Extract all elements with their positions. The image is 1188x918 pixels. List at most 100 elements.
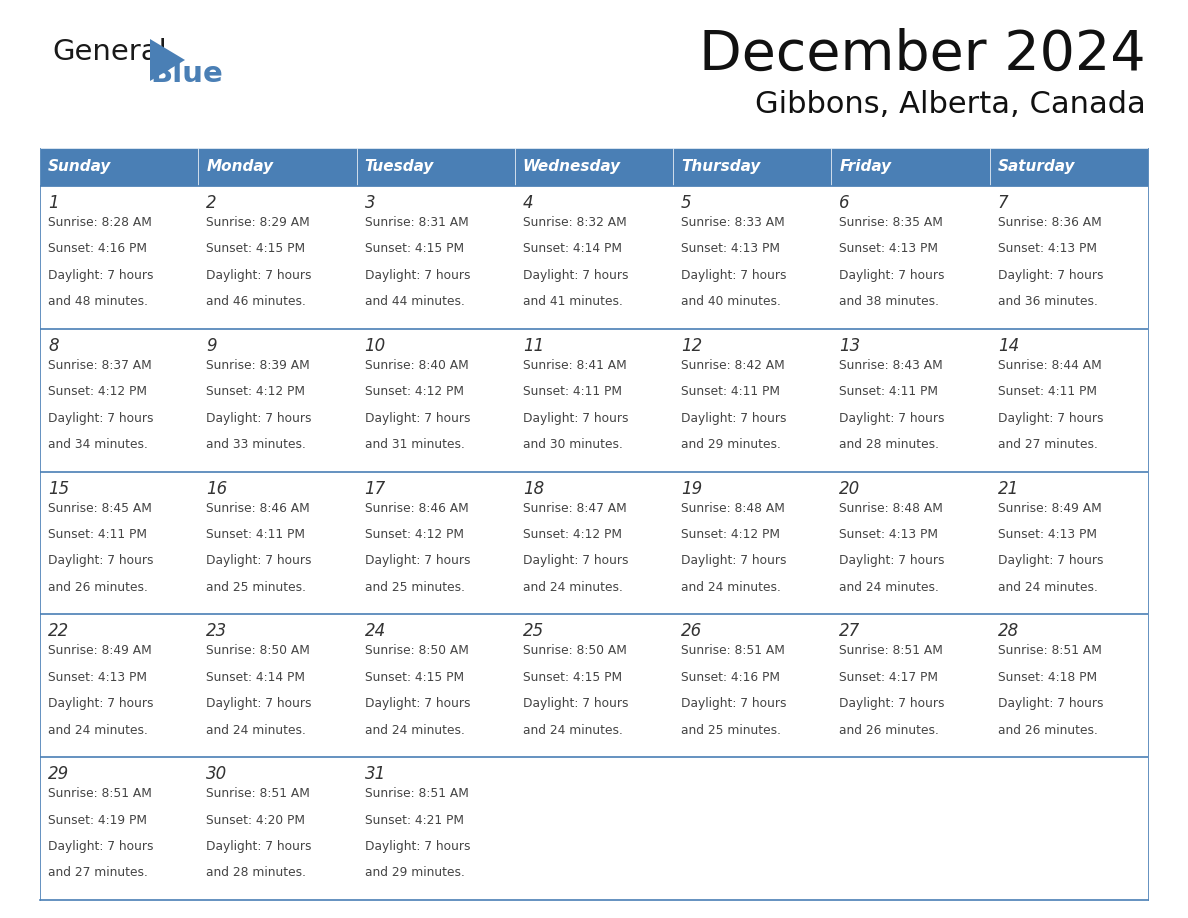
Text: General: General <box>52 38 166 66</box>
Text: and 44 minutes.: and 44 minutes. <box>365 296 465 308</box>
Text: 29: 29 <box>48 766 69 783</box>
Text: Sunset: 4:12 PM: Sunset: 4:12 PM <box>523 528 621 541</box>
Text: Daylight: 7 hours: Daylight: 7 hours <box>207 698 311 711</box>
Text: Tuesday: Tuesday <box>365 160 434 174</box>
Text: December 2024: December 2024 <box>700 28 1146 82</box>
Text: Daylight: 7 hours: Daylight: 7 hours <box>523 269 628 282</box>
Text: Gibbons, Alberta, Canada: Gibbons, Alberta, Canada <box>756 90 1146 119</box>
Text: and 24 minutes.: and 24 minutes. <box>523 723 623 736</box>
Text: Daylight: 7 hours: Daylight: 7 hours <box>523 554 628 567</box>
Text: Daylight: 7 hours: Daylight: 7 hours <box>207 269 311 282</box>
Bar <box>198 329 356 472</box>
Text: Sunrise: 8:51 AM: Sunrise: 8:51 AM <box>365 788 468 800</box>
Bar <box>674 757 832 900</box>
Text: Daylight: 7 hours: Daylight: 7 hours <box>365 554 470 567</box>
Text: Sunset: 4:21 PM: Sunset: 4:21 PM <box>365 813 463 826</box>
Text: Blue: Blue <box>150 60 223 88</box>
Text: Sunset: 4:11 PM: Sunset: 4:11 PM <box>998 386 1097 398</box>
Bar <box>514 614 674 757</box>
Text: and 28 minutes.: and 28 minutes. <box>840 438 940 451</box>
Text: Sunset: 4:13 PM: Sunset: 4:13 PM <box>998 528 1097 541</box>
Text: 13: 13 <box>840 337 860 354</box>
Bar <box>198 757 356 900</box>
Bar <box>514 757 674 900</box>
Text: Sunrise: 8:48 AM: Sunrise: 8:48 AM <box>681 501 785 515</box>
Text: 23: 23 <box>207 622 228 641</box>
Text: and 25 minutes.: and 25 minutes. <box>365 581 465 594</box>
Text: Daylight: 7 hours: Daylight: 7 hours <box>365 269 470 282</box>
Text: Daylight: 7 hours: Daylight: 7 hours <box>840 698 944 711</box>
Text: 15: 15 <box>48 479 69 498</box>
Text: Daylight: 7 hours: Daylight: 7 hours <box>48 554 153 567</box>
Text: Sunset: 4:13 PM: Sunset: 4:13 PM <box>998 242 1097 255</box>
Text: Sunrise: 8:33 AM: Sunrise: 8:33 AM <box>681 216 785 229</box>
Text: Sunrise: 8:45 AM: Sunrise: 8:45 AM <box>48 501 152 515</box>
Bar <box>356 186 514 329</box>
Polygon shape <box>150 39 185 81</box>
Text: Sunset: 4:13 PM: Sunset: 4:13 PM <box>48 671 147 684</box>
Text: Saturday: Saturday <box>998 160 1075 174</box>
Text: 7: 7 <box>998 194 1009 212</box>
Text: Sunset: 4:11 PM: Sunset: 4:11 PM <box>840 386 939 398</box>
Bar <box>990 148 1148 186</box>
Text: Sunset: 4:20 PM: Sunset: 4:20 PM <box>207 813 305 826</box>
Text: and 46 minutes.: and 46 minutes. <box>207 296 307 308</box>
Text: 12: 12 <box>681 337 702 354</box>
Text: and 31 minutes.: and 31 minutes. <box>365 438 465 451</box>
Bar <box>514 186 674 329</box>
Text: 4: 4 <box>523 194 533 212</box>
Text: Sunrise: 8:51 AM: Sunrise: 8:51 AM <box>840 644 943 657</box>
Text: Sunset: 4:17 PM: Sunset: 4:17 PM <box>840 671 939 684</box>
Bar <box>40 186 198 329</box>
Bar <box>40 472 198 614</box>
Text: Daylight: 7 hours: Daylight: 7 hours <box>48 411 153 425</box>
Text: Sunset: 4:13 PM: Sunset: 4:13 PM <box>840 528 939 541</box>
Text: 8: 8 <box>48 337 58 354</box>
Bar <box>198 472 356 614</box>
Text: Daylight: 7 hours: Daylight: 7 hours <box>365 411 470 425</box>
Text: Sunrise: 8:50 AM: Sunrise: 8:50 AM <box>523 644 627 657</box>
Text: Sunrise: 8:48 AM: Sunrise: 8:48 AM <box>840 501 943 515</box>
Text: 11: 11 <box>523 337 544 354</box>
Text: Daylight: 7 hours: Daylight: 7 hours <box>998 269 1104 282</box>
Text: 1: 1 <box>48 194 58 212</box>
Bar <box>40 329 198 472</box>
Text: Sunrise: 8:36 AM: Sunrise: 8:36 AM <box>998 216 1101 229</box>
Text: and 26 minutes.: and 26 minutes. <box>840 723 940 736</box>
Bar <box>356 329 514 472</box>
Text: 22: 22 <box>48 622 69 641</box>
Bar <box>832 614 990 757</box>
Bar <box>40 148 198 186</box>
Text: 26: 26 <box>681 622 702 641</box>
Text: Sunset: 4:19 PM: Sunset: 4:19 PM <box>48 813 147 826</box>
Text: Sunset: 4:13 PM: Sunset: 4:13 PM <box>840 242 939 255</box>
Bar <box>990 757 1148 900</box>
Text: and 24 minutes.: and 24 minutes. <box>998 581 1098 594</box>
Text: and 24 minutes.: and 24 minutes. <box>365 723 465 736</box>
Text: Wednesday: Wednesday <box>523 160 621 174</box>
Bar <box>674 329 832 472</box>
Text: Sunset: 4:12 PM: Sunset: 4:12 PM <box>681 528 781 541</box>
Text: and 24 minutes.: and 24 minutes. <box>840 581 940 594</box>
Text: Sunset: 4:11 PM: Sunset: 4:11 PM <box>48 528 147 541</box>
Text: and 29 minutes.: and 29 minutes. <box>681 438 781 451</box>
Text: Daylight: 7 hours: Daylight: 7 hours <box>840 411 944 425</box>
Bar <box>40 757 198 900</box>
Text: Sunset: 4:15 PM: Sunset: 4:15 PM <box>365 671 463 684</box>
Text: Sunrise: 8:47 AM: Sunrise: 8:47 AM <box>523 501 626 515</box>
Text: 27: 27 <box>840 622 860 641</box>
Text: 16: 16 <box>207 479 228 498</box>
Text: and 25 minutes.: and 25 minutes. <box>681 723 782 736</box>
Text: and 48 minutes.: and 48 minutes. <box>48 296 148 308</box>
Bar <box>832 757 990 900</box>
Text: Sunset: 4:15 PM: Sunset: 4:15 PM <box>207 242 305 255</box>
Text: 18: 18 <box>523 479 544 498</box>
Text: Sunrise: 8:28 AM: Sunrise: 8:28 AM <box>48 216 152 229</box>
Text: and 24 minutes.: and 24 minutes. <box>681 581 781 594</box>
Text: Sunrise: 8:46 AM: Sunrise: 8:46 AM <box>207 501 310 515</box>
Text: Daylight: 7 hours: Daylight: 7 hours <box>523 411 628 425</box>
Text: Sunrise: 8:43 AM: Sunrise: 8:43 AM <box>840 359 943 372</box>
Text: Sunset: 4:12 PM: Sunset: 4:12 PM <box>48 386 147 398</box>
Bar <box>990 614 1148 757</box>
Text: and 28 minutes.: and 28 minutes. <box>207 867 307 879</box>
